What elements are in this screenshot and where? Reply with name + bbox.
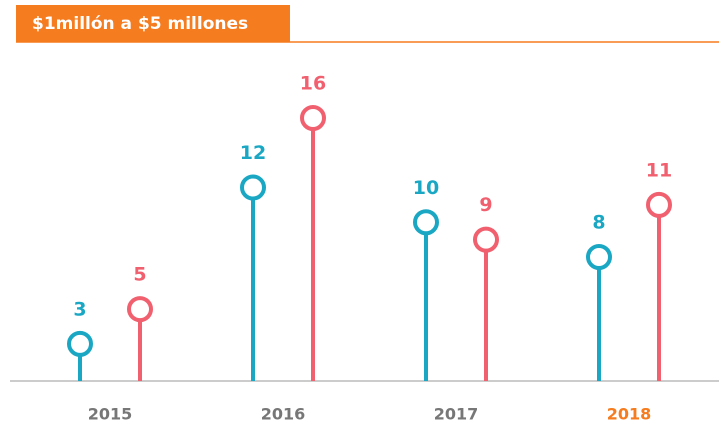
lollipop-head	[127, 296, 153, 323]
lollipop-head	[240, 174, 266, 201]
data-label: 16	[300, 73, 326, 95]
data-label: 8	[592, 212, 605, 234]
x-tick-label: 2015	[88, 405, 133, 424]
data-label: 9	[479, 194, 492, 216]
data-label: 10	[413, 177, 439, 199]
data-label: 5	[133, 264, 146, 286]
lollipop-head	[67, 330, 93, 357]
title-box	[16, 5, 290, 42]
x-tick-label: 2016	[261, 405, 306, 424]
lollipop-head	[646, 191, 672, 218]
data-label: 11	[646, 159, 672, 181]
lollipop-head	[413, 209, 439, 236]
lollipop-head	[473, 226, 499, 253]
lollipop-head	[586, 244, 612, 270]
data-label: 12	[240, 142, 266, 164]
x-tick-label: 2017	[434, 405, 479, 424]
data-label: 3	[73, 298, 86, 320]
lollipop-head	[300, 105, 326, 131]
chart-title: $1millón a $5 millones	[32, 14, 248, 34]
x-tick-label: 2018	[607, 405, 652, 424]
